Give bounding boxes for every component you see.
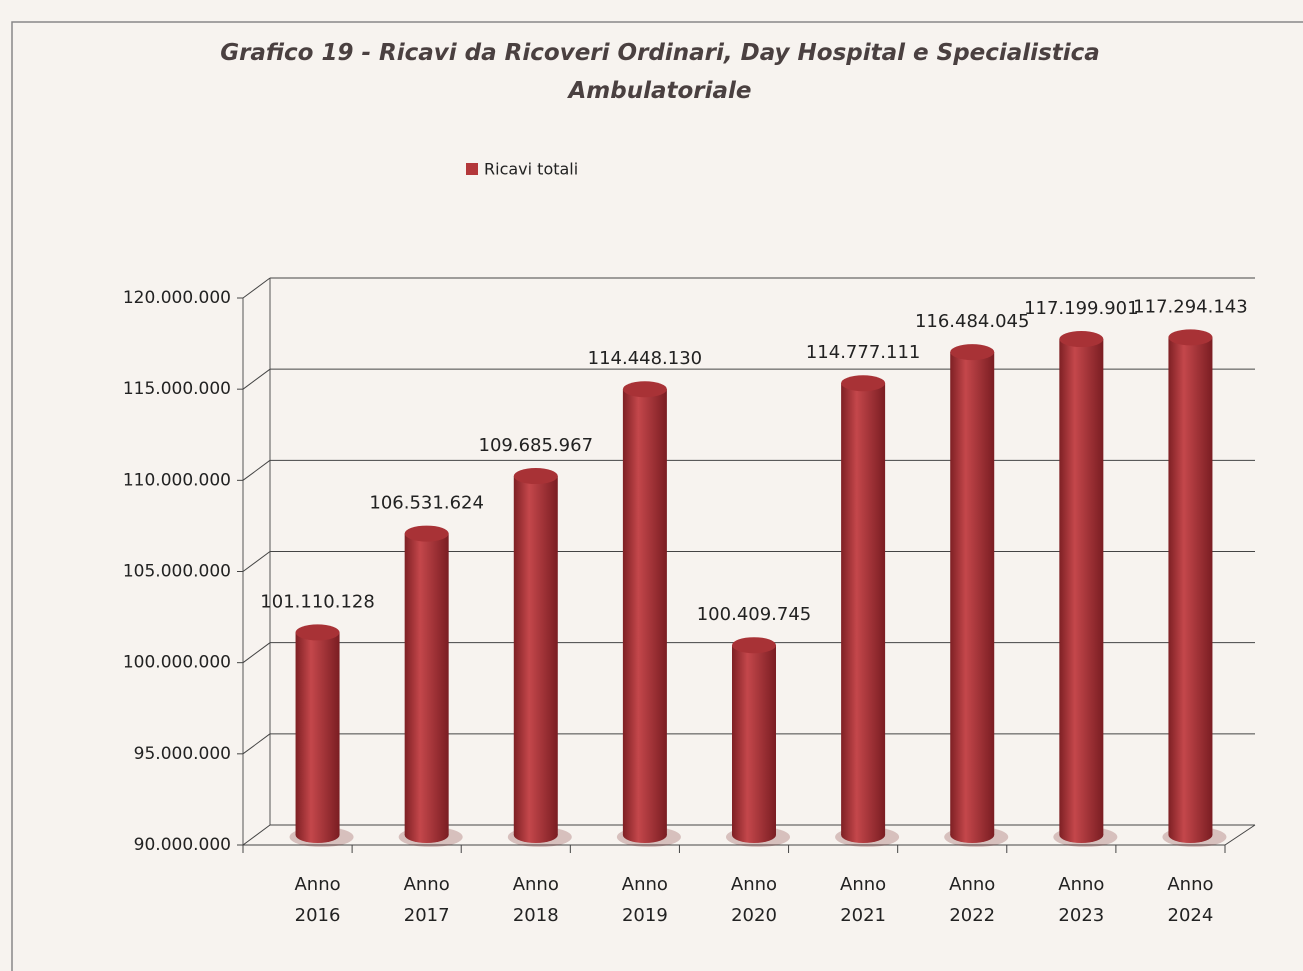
bar (1168, 337, 1213, 835)
bar (841, 383, 886, 835)
bar-top (841, 375, 886, 392)
x-tick-label: Anno 2024 (1167, 874, 1214, 926)
y-tick-label: 100.000.000 (123, 653, 231, 673)
bar-top (1168, 329, 1213, 346)
bar-top (622, 381, 667, 398)
x-tick-label: Anno 2023 (1058, 874, 1105, 926)
x-tick-label: Anno 2018 (512, 874, 559, 926)
bar (404, 533, 449, 835)
bar (622, 389, 667, 835)
grid-line (242, 551, 271, 572)
y-tick-label: 90.000.000 (134, 835, 231, 855)
bar-base (404, 827, 449, 843)
value-label: 114.448.130 (588, 348, 703, 369)
grid-line (242, 824, 271, 846)
value-label: 101.110.128 (260, 591, 375, 612)
bar (1059, 339, 1104, 835)
x-tick-label: Anno 2016 (294, 874, 341, 926)
legend-swatch (466, 163, 478, 175)
y-tick-label: 120.000.000 (123, 288, 231, 308)
grid-line (242, 368, 271, 390)
value-label: 109.685.967 (479, 435, 594, 456)
y-tick-label: 115.000.000 (123, 379, 231, 399)
bar-top (732, 637, 776, 654)
x-tick-label: Anno 2017 (403, 874, 450, 926)
floor-edge (1224, 824, 1256, 846)
bar-base (732, 827, 776, 843)
x-tick-label: Anno 2019 (621, 874, 668, 926)
value-label: 106.531.624 (369, 493, 484, 514)
bar-base (295, 827, 340, 843)
value-label: 100.409.745 (697, 604, 812, 625)
bar-top (404, 525, 449, 542)
bar-top (950, 344, 995, 361)
x-tick-label: Anno 2020 (730, 874, 778, 926)
value-label: 117.294.143 (1133, 296, 1248, 317)
bar-base (950, 827, 995, 843)
chart-title: Grafico 19 - Ricavi da Ricoveri Ordinari… (220, 40, 1100, 104)
x-tick-label: Anno 2021 (840, 874, 887, 926)
bar-base (1168, 827, 1213, 843)
legend-label: Ricavi totali (484, 160, 578, 179)
value-label: 114.777.111 (806, 342, 921, 363)
grid-line (242, 277, 271, 299)
y-tick-label: 105.000.000 (123, 562, 231, 582)
bar-base (513, 827, 558, 843)
value-label: 116.484.045 (915, 311, 1030, 332)
frame (11, 21, 1303, 971)
bar-top (513, 468, 558, 485)
bar-base (1059, 827, 1104, 843)
bar-top (1059, 331, 1104, 348)
grid-line (242, 642, 271, 664)
grid-line (242, 459, 271, 481)
y-tick-label: 95.000.000 (134, 744, 231, 764)
y-tick-label: 110.000.000 (123, 470, 231, 490)
value-label: 117.199.901 (1024, 298, 1139, 319)
x-tick-label: Anno 2022 (949, 874, 996, 926)
bar-base (841, 827, 886, 843)
bar (295, 632, 340, 835)
bar (950, 352, 995, 835)
bar-top (295, 624, 340, 641)
grid-line (242, 733, 271, 755)
bar (732, 645, 776, 835)
bar-base (622, 827, 667, 843)
bar (513, 476, 558, 835)
